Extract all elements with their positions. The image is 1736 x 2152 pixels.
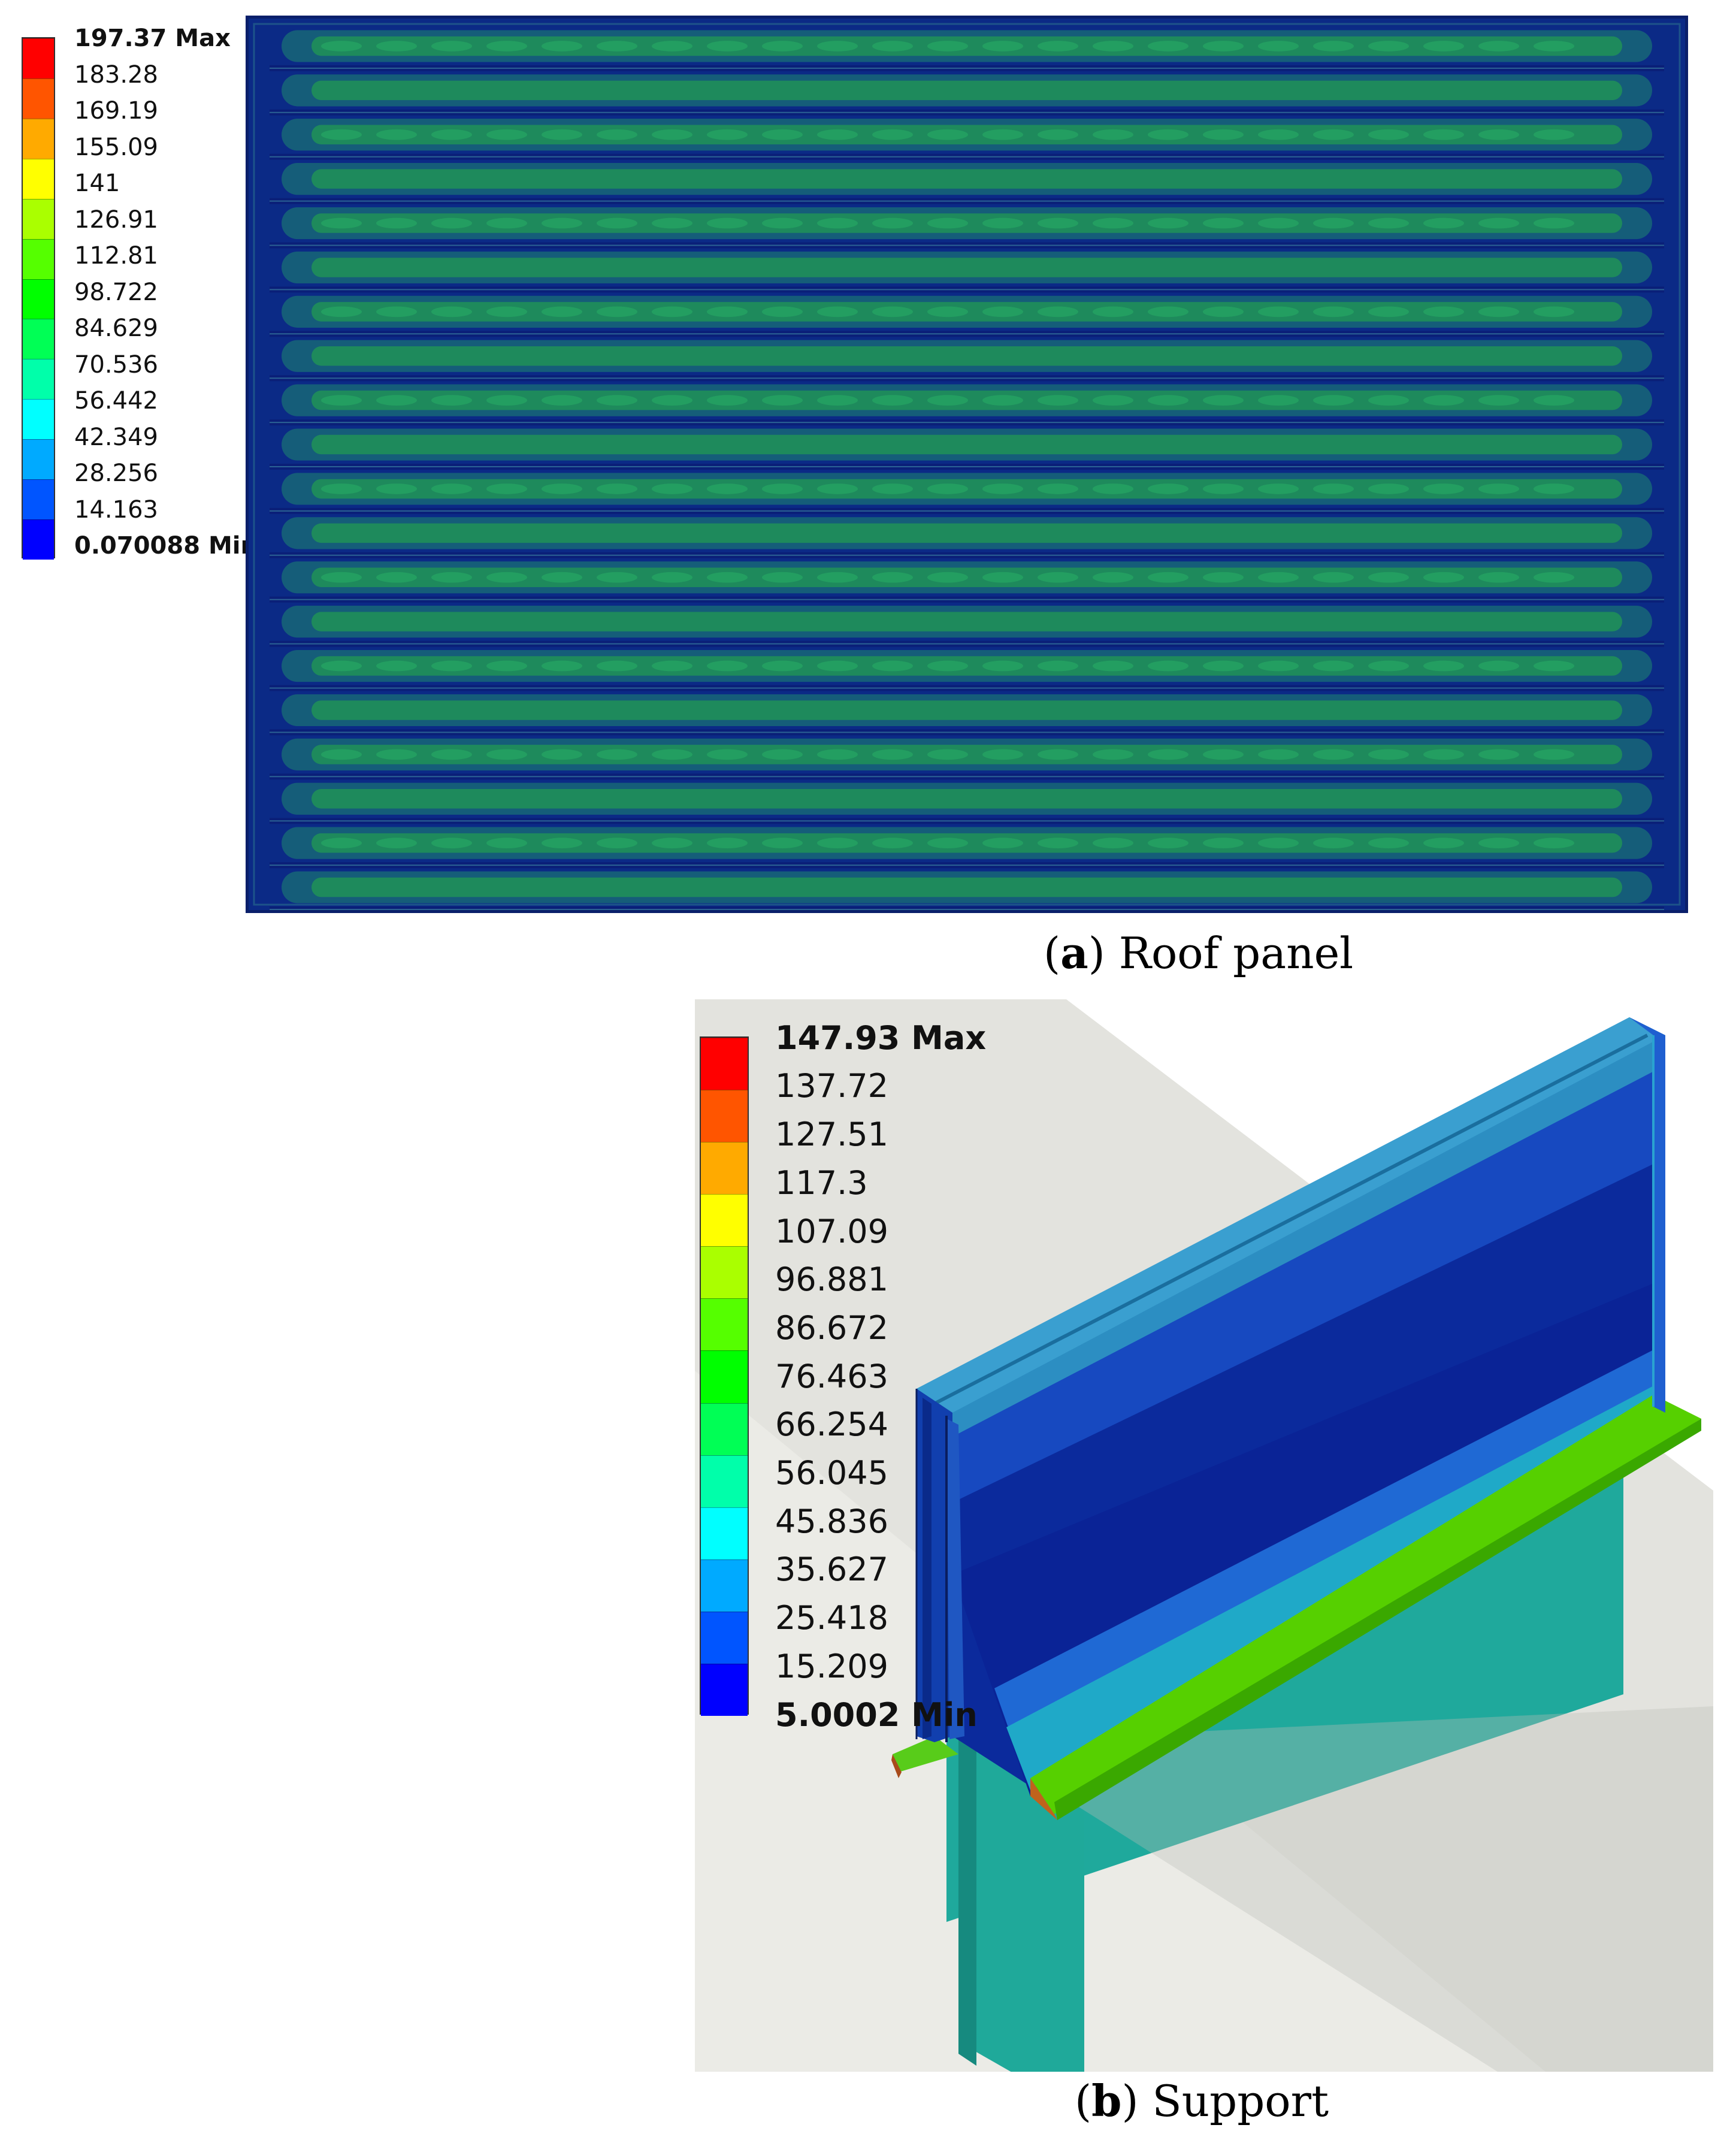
legend-b-swatch <box>701 1663 748 1716</box>
legend-b-swatch <box>701 1507 748 1559</box>
legend-a-swatch <box>23 519 54 560</box>
caption-a-text: Roof panel <box>1118 928 1354 978</box>
legend-b-label: 86.672 <box>775 1308 888 1347</box>
legend-b-label: 5.0002 Min <box>775 1695 978 1734</box>
legend-b-swatch <box>701 1246 748 1299</box>
panel-b: 147.93 Max 137.72 127.51 117.3 107.09 96.881 8… <box>0 995 1736 2152</box>
legend-b: 147.93 Max 137.72 127.51 117.3 107.09 96.881 8… <box>700 1021 999 1731</box>
caption-b-text: Support <box>1152 2076 1329 2126</box>
legend-b-label: 107.09 <box>775 1212 888 1250</box>
legend-a-label: 183.28 <box>74 61 158 89</box>
legend-a-label: 42.349 <box>74 423 158 451</box>
legend-a-swatch <box>23 238 54 279</box>
legend-a-swatch <box>23 399 54 440</box>
legend-a-swatch <box>23 198 54 239</box>
legend-a-label: 169.19 <box>74 97 158 125</box>
legend-b-swatch <box>701 1298 748 1351</box>
legend-b-swatch <box>701 1455 748 1507</box>
legend-a-label: 84.629 <box>74 315 158 342</box>
legend-b-label: 117.3 <box>775 1163 868 1202</box>
legend-a-label: 70.536 <box>74 350 158 379</box>
legend-b-label: 76.463 <box>775 1357 888 1395</box>
legend-a-label: 155.09 <box>74 133 158 161</box>
legend-a-swatch <box>23 479 54 520</box>
roof-panel-contour <box>246 16 1688 913</box>
legend-a-swatch <box>23 279 54 319</box>
legend-a-swatch <box>23 319 54 359</box>
legend-b-label: 127.51 <box>775 1116 888 1154</box>
legend-b-label: 137.72 <box>775 1067 888 1105</box>
legend-b-swatch <box>701 1611 748 1664</box>
legend-b-swatch <box>701 1090 748 1143</box>
legend-a-swatch <box>23 158 54 199</box>
legend-b-swatch <box>701 1142 748 1195</box>
legend-a: 197.37 Max 183.28 169.19 155.09 141 126.91 112… <box>22 26 261 564</box>
legend-b-swatch <box>701 1559 748 1612</box>
legend-b-swatch <box>701 1350 748 1403</box>
support-view <box>695 999 1713 2072</box>
legend-b-label: 45.836 <box>775 1502 888 1540</box>
legend-b-label: 25.418 <box>775 1599 888 1637</box>
legend-a-label: 197.37 Max <box>74 25 231 52</box>
legend-b-label: 56.045 <box>775 1454 888 1492</box>
legend-a-label: 56.442 <box>74 387 158 415</box>
caption-b-letter: b <box>1091 2075 1122 2126</box>
legend-a-label: 141 <box>74 170 120 197</box>
legend-b-swatch <box>701 1038 748 1090</box>
caption-a-letter: a <box>1060 927 1088 978</box>
legend-b-label: 66.254 <box>775 1406 888 1444</box>
legend-a-label: 112.81 <box>74 242 158 270</box>
legend-b-colorbar <box>700 1036 749 1716</box>
legend-a-label: 126.91 <box>74 205 158 234</box>
legend-a-swatch <box>23 38 54 78</box>
legend-a-colorbar <box>22 37 55 560</box>
legend-b-label: 15.209 <box>775 1647 888 1685</box>
panel-a: 197.37 Max 183.28 169.19 155.09 141 126.91 112… <box>0 0 1736 1007</box>
legend-b-label: 147.93 Max <box>775 1018 987 1057</box>
legend-a-label: 14.163 <box>74 495 158 524</box>
legend-b-swatch <box>701 1403 748 1455</box>
caption-a: (a) Roof panel <box>1044 927 1354 978</box>
legend-a-label: 98.722 <box>74 278 158 306</box>
legend-b-label: 35.627 <box>775 1550 888 1589</box>
legend-a-label: 0.070088 Min <box>74 532 258 560</box>
legend-a-swatch <box>23 118 54 159</box>
legend-a-label: 28.256 <box>74 460 158 487</box>
legend-b-label: 96.881 <box>775 1261 888 1299</box>
legend-a-swatch <box>23 439 54 480</box>
legend-b-swatch <box>701 1194 748 1247</box>
legend-a-swatch <box>23 359 54 400</box>
legend-a-swatch <box>23 78 54 119</box>
caption-b: (b) Support <box>1075 2075 1329 2126</box>
